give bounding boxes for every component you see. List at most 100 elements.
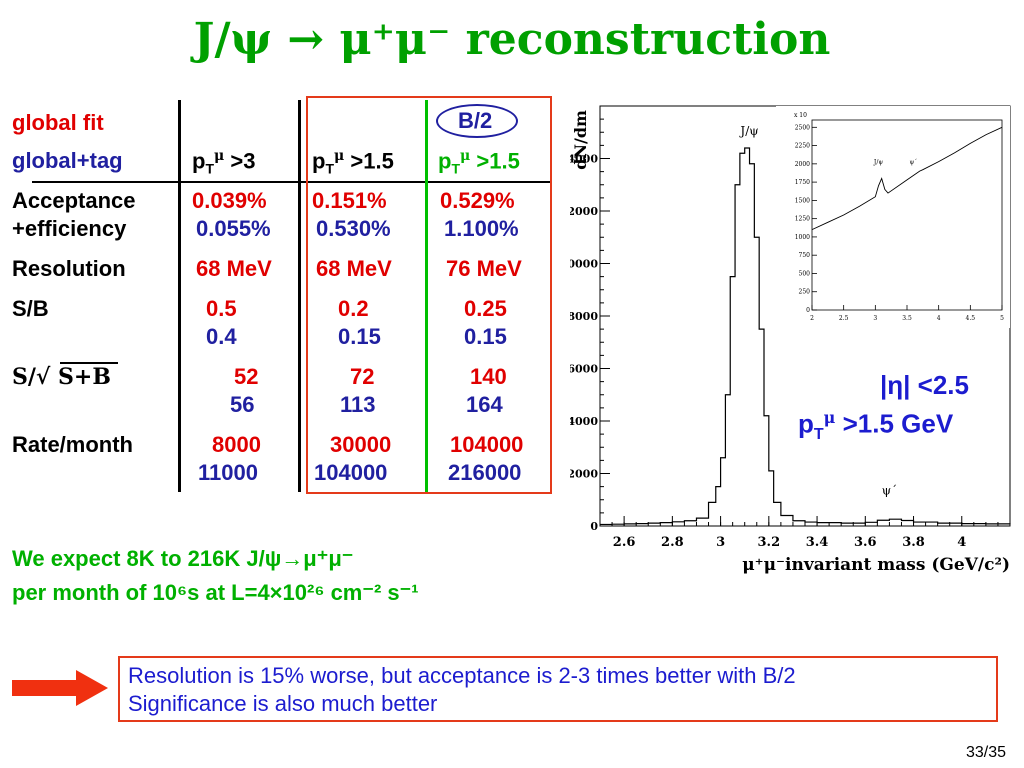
x-tick-label: 3.2 — [758, 535, 781, 550]
inset-series — [811, 126, 1003, 231]
y-tick-label: 0 — [590, 520, 598, 533]
row-label-global-fit: global fit — [12, 110, 104, 135]
acc-red-2: 0.151% — [312, 188, 387, 213]
y-tick-label: 4000 — [570, 415, 598, 428]
acc-blue-1: 0.055% — [196, 216, 271, 241]
y-tick-label: 8000 — [570, 310, 598, 323]
row-label-global-tag: global+tag — [12, 148, 123, 173]
col2-header: pTμ >1.5 — [312, 148, 394, 177]
sig-red-1: 52 — [234, 364, 259, 389]
x-tick-label: 3.6 — [854, 535, 877, 550]
res-2: 68 MeV — [316, 256, 392, 281]
sb-red-1: 0.5 — [206, 296, 237, 321]
sb-blue-3: 0.15 — [464, 324, 507, 349]
inset-y-tick-label: 2500 — [795, 124, 810, 131]
x-tick-label: 4 — [957, 535, 966, 550]
col1-header: pTμ >3 — [192, 148, 256, 177]
sqrt-overline — [60, 362, 118, 364]
inset-y-tick-label: 1750 — [795, 179, 810, 186]
expect-line-2: per month of 10⁶s at L=4×10²⁶ cm⁻² s⁻¹ — [12, 580, 419, 605]
rate-red-3: 104000 — [450, 432, 524, 457]
inset-y-tick-label: 2250 — [795, 143, 810, 150]
conclusion-line-2: Significance is also much better — [128, 691, 438, 716]
sig-blue-3: 164 — [466, 392, 503, 417]
expect-line-1: We expect 8K to 216K J/ψ→μ⁺μ⁻ — [12, 546, 354, 571]
inset-psi2s-label: ψ´ — [909, 159, 917, 166]
rate-red-2: 30000 — [330, 432, 392, 457]
acc-red-3: 0.529% — [440, 188, 515, 213]
pt-cut-label: pTμ >1.5 GeV — [798, 408, 954, 443]
header-underline — [32, 181, 552, 183]
row-label-acceptance: Acceptance — [12, 188, 136, 213]
acc-blue-3: 1.100% — [444, 216, 519, 241]
column-divider-green — [425, 100, 428, 492]
sb-red-3: 0.25 — [464, 296, 507, 321]
row-label-significance: S/√ S+B — [12, 364, 111, 390]
sig-red-2: 72 — [350, 364, 375, 389]
res-3: 76 MeV — [446, 256, 522, 281]
inset-x-tick-label: 3 — [873, 315, 877, 322]
inset-x-tick-label: 4.5 — [966, 315, 976, 322]
sig-red-3: 140 — [470, 364, 507, 389]
x-tick-label: 2.8 — [661, 535, 684, 550]
col3-header: pTμ >1.5 — [438, 148, 520, 177]
inset-y-tick-label: 750 — [799, 252, 811, 259]
b2-ellipse — [436, 104, 518, 138]
x-axis-label: μ⁺μ⁻invariant mass (GeV/c²) — [742, 555, 1010, 575]
rate-blue-3: 216000 — [448, 460, 522, 485]
y-tick-label: 6000 — [570, 363, 598, 376]
y-tick-label: 10000 — [570, 258, 598, 271]
y-tick-label: 2000 — [570, 468, 598, 481]
inset-jpsi-label: J/ψ — [873, 159, 883, 166]
column-divider-2 — [298, 100, 301, 492]
inset-y-tick-label: 2000 — [795, 161, 810, 168]
acc-blue-2: 0.530% — [316, 216, 391, 241]
inset-y-tick-label: 1500 — [795, 197, 810, 204]
y-tick-label: 14000 — [570, 153, 598, 166]
inset-y-tick-label: 1250 — [795, 216, 810, 223]
sb-red-2: 0.2 — [338, 296, 369, 321]
y-axis-label: dN/dm — [571, 110, 590, 170]
sb-blue-2: 0.15 — [338, 324, 381, 349]
histogram-series — [600, 147, 1011, 526]
jpsi-peak-label: J/ψ — [738, 124, 758, 138]
conclusion-box: Resolution is 15% worse, but acceptance … — [118, 656, 998, 722]
x-tick-label: 2.6 — [613, 535, 636, 550]
rate-blue-2: 104000 — [314, 460, 388, 485]
page-number: 33/35 — [966, 744, 1007, 761]
inset-y-tick-label: 250 — [799, 289, 811, 296]
rate-blue-1: 11000 — [198, 460, 258, 485]
conclusion-line-1: Resolution is 15% worse, but acceptance … — [128, 663, 796, 688]
inset-x-tick-label: 4 — [937, 315, 941, 322]
res-1: 68 MeV — [196, 256, 272, 281]
row-label-resolution: Resolution — [12, 256, 126, 281]
row-label-rate: Rate/month — [12, 432, 133, 457]
rate-red-1: 8000 — [212, 432, 261, 457]
x-tick-label: 3.8 — [902, 535, 925, 550]
inset-y-tick-label: 0 — [806, 307, 810, 314]
inset-multiplier: x 10 — [794, 112, 807, 119]
column-divider-1 — [178, 100, 181, 492]
y-tick-label: 12000 — [570, 205, 598, 218]
inset-x-tick-label: 2 — [810, 315, 814, 322]
inset-y-tick-label: 1000 — [795, 234, 810, 241]
sig-blue-2: 113 — [340, 392, 376, 417]
row-label-efficiency: +efficiency — [12, 216, 127, 241]
x-tick-label: 3 — [716, 535, 725, 550]
inset-x-tick-label: 5 — [1000, 315, 1004, 322]
row-label-sb: S/B — [12, 296, 49, 321]
inset-y-tick-label: 500 — [799, 270, 811, 277]
right-arrow-icon — [12, 670, 108, 706]
inset-background — [776, 106, 1010, 328]
b2-label: B/2 — [458, 108, 493, 133]
acc-red-1: 0.039% — [192, 188, 267, 213]
slide-title: J/ψ → μ⁺μ⁻ reconstruction — [193, 14, 831, 65]
psi2s-peak-label: ψ´ — [882, 484, 897, 498]
x-tick-label: 3.4 — [806, 535, 829, 550]
invariant-mass-histogram: 2.6 2.8 3 3.2 3.4 3.6 3.8 4 0 2000 4000 6000 8000 100… — [570, 105, 1011, 575]
highlight-box — [306, 96, 552, 494]
sig-blue-1: 56 — [230, 392, 255, 417]
sb-blue-1: 0.4 — [206, 324, 237, 349]
inset-x-tick-label: 2.5 — [839, 315, 849, 322]
inset-x-tick-label: 3.5 — [902, 315, 912, 322]
